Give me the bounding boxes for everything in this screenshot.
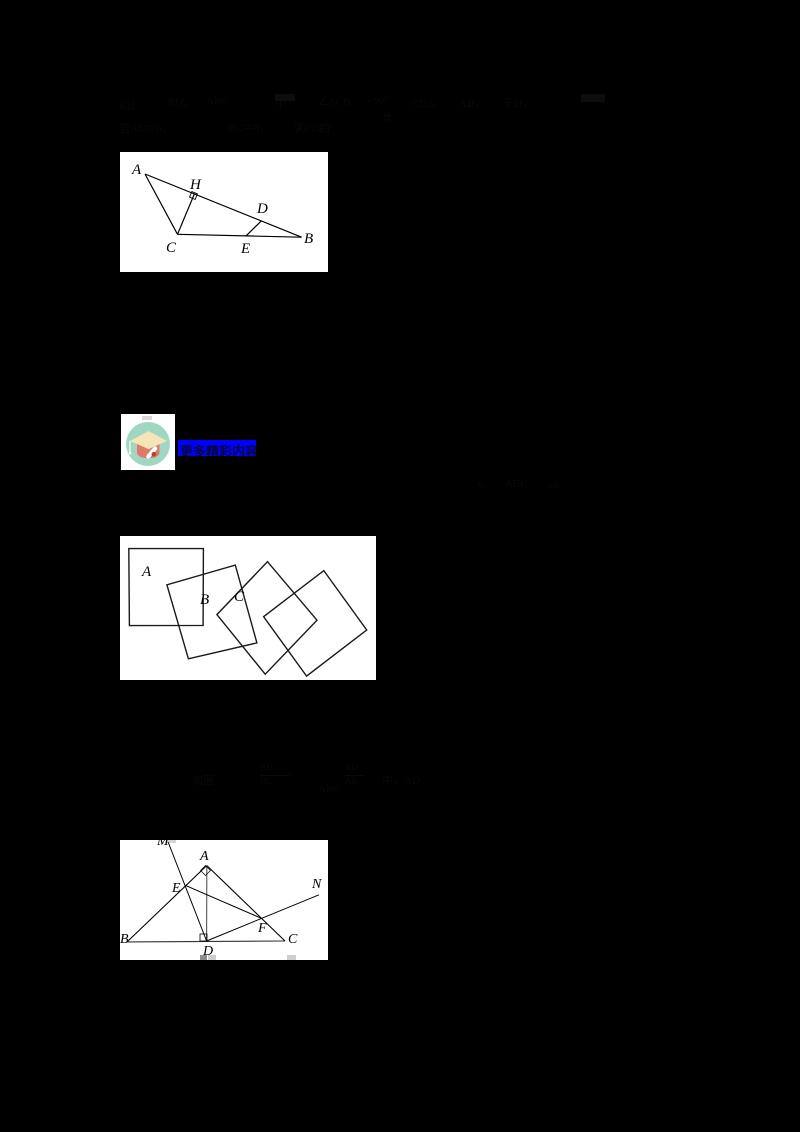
svg-text:B: B bbox=[304, 231, 313, 247]
svg-text:C: C bbox=[234, 589, 245, 605]
svg-text:N: N bbox=[311, 877, 322, 892]
svg-text:C: C bbox=[288, 932, 298, 947]
svg-text:A: A bbox=[199, 849, 209, 864]
svg-text:B: B bbox=[120, 932, 129, 947]
svg-text:A: A bbox=[131, 162, 142, 178]
svg-text:F: F bbox=[257, 921, 267, 936]
svg-text:A: A bbox=[141, 564, 152, 580]
svg-text:M: M bbox=[156, 840, 170, 849]
svg-text:B: B bbox=[200, 592, 209, 608]
svg-text:D: D bbox=[256, 201, 268, 217]
svg-text:C: C bbox=[166, 240, 177, 256]
svg-text:E: E bbox=[171, 881, 181, 896]
svg-text:D: D bbox=[202, 944, 213, 959]
svg-text:H: H bbox=[189, 177, 202, 193]
svg-text:E: E bbox=[240, 241, 250, 257]
